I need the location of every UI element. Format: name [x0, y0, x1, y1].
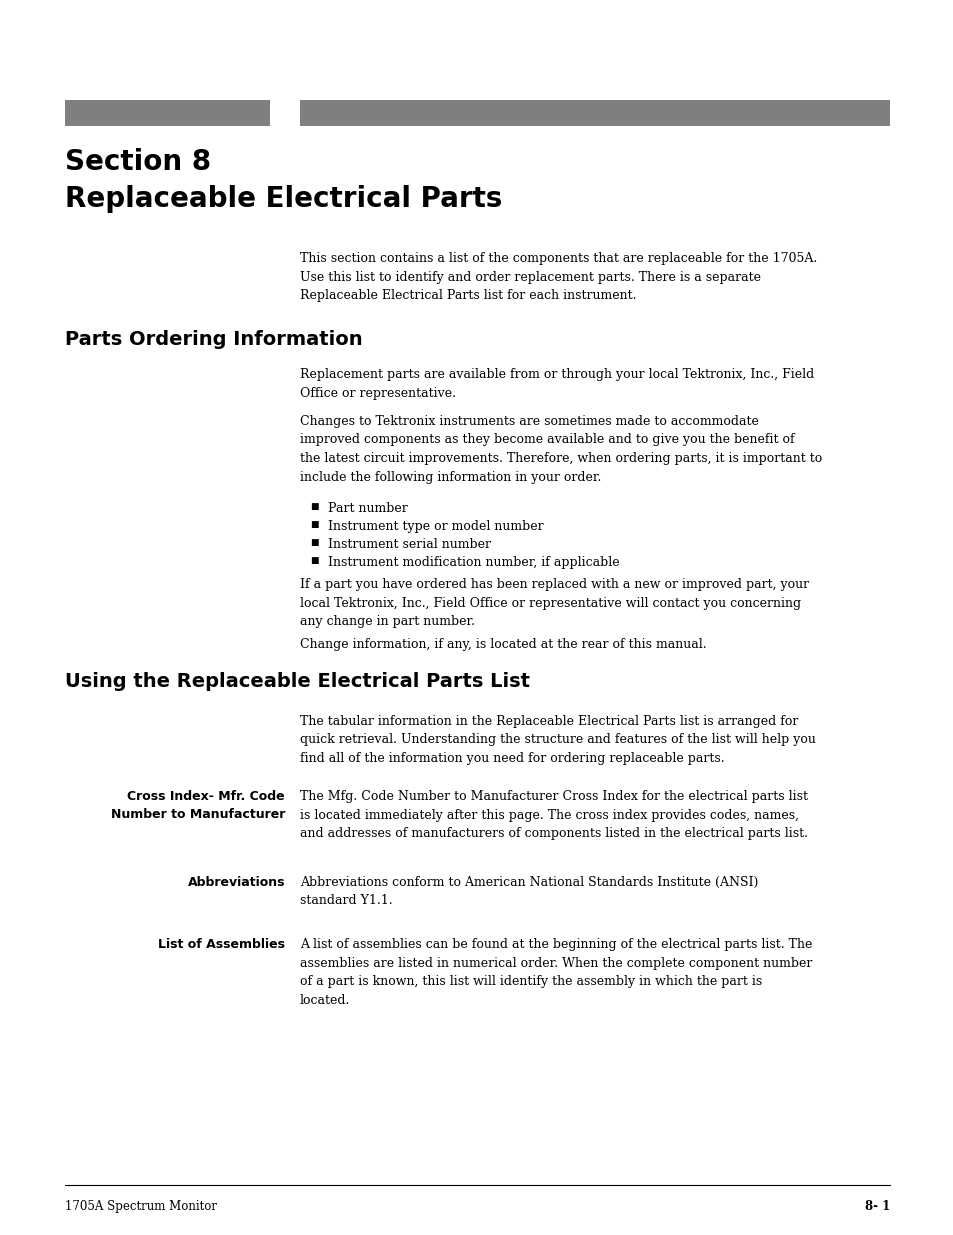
Text: A list of assemblies can be found at the beginning of the electrical parts list.: A list of assemblies can be found at the… — [299, 939, 812, 1007]
Text: This section contains a list of the components that are replaceable for the 1705: This section contains a list of the comp… — [299, 252, 817, 303]
Text: Parts Ordering Information: Parts Ordering Information — [65, 330, 362, 350]
Text: ■: ■ — [310, 501, 318, 511]
Text: List of Assemblies: List of Assemblies — [158, 939, 285, 951]
Text: Abbreviations: Abbreviations — [188, 876, 285, 889]
Text: 8- 1: 8- 1 — [863, 1200, 889, 1213]
Text: Changes to Tektronix instruments are sometimes made to accommodate
improved comp: Changes to Tektronix instruments are som… — [299, 415, 821, 483]
Text: Section 8: Section 8 — [65, 148, 211, 177]
Text: Replacement parts are available from or through your local Tektronix, Inc., Fiel: Replacement parts are available from or … — [299, 368, 814, 399]
Text: Using the Replaceable Electrical Parts List: Using the Replaceable Electrical Parts L… — [65, 672, 530, 692]
Text: Change information, if any, is located at the rear of this manual.: Change information, if any, is located a… — [299, 638, 706, 651]
Text: Instrument type or model number: Instrument type or model number — [328, 520, 543, 534]
Text: ■: ■ — [310, 538, 318, 547]
Text: Replaceable Electrical Parts: Replaceable Electrical Parts — [65, 185, 502, 212]
Text: The tabular information in the Replaceable Electrical Parts list is arranged for: The tabular information in the Replaceab… — [299, 715, 815, 764]
Text: Part number: Part number — [328, 501, 407, 515]
Text: Abbreviations conform to American National Standards Institute (ANSI)
standard Y: Abbreviations conform to American Nation… — [299, 876, 758, 908]
Bar — [65, 100, 270, 126]
Text: ■: ■ — [310, 520, 318, 529]
Text: Instrument serial number: Instrument serial number — [328, 538, 491, 551]
Text: ■: ■ — [310, 556, 318, 564]
Text: Number to Manufacturer: Number to Manufacturer — [111, 808, 285, 821]
Bar — [299, 100, 889, 126]
Text: Instrument modification number, if applicable: Instrument modification number, if appli… — [328, 556, 619, 569]
Text: 1705A Spectrum Monitor: 1705A Spectrum Monitor — [65, 1200, 216, 1213]
Text: The Mfg. Code Number to Manufacturer Cross Index for the electrical parts list
i: The Mfg. Code Number to Manufacturer Cro… — [299, 790, 807, 840]
Text: Cross Index- Mfr. Code: Cross Index- Mfr. Code — [128, 790, 285, 803]
Text: If a part you have ordered has been replaced with a new or improved part, your
l: If a part you have ordered has been repl… — [299, 578, 808, 629]
